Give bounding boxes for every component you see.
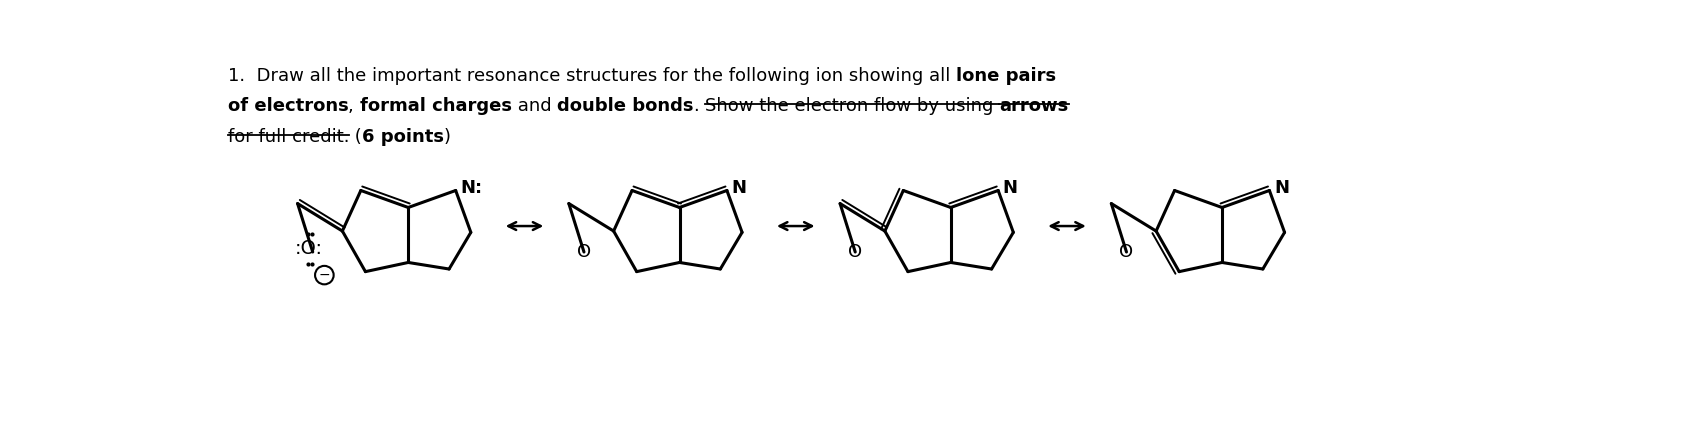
Text: O: O	[576, 243, 591, 261]
Text: :O:: :O:	[295, 239, 324, 258]
Text: arrows: arrows	[999, 98, 1068, 115]
Text: of electrons: of electrons	[227, 98, 349, 115]
Text: .: .	[694, 98, 706, 115]
Text: 6 points: 6 points	[362, 128, 443, 146]
Text: ,: ,	[349, 98, 361, 115]
Text: O: O	[848, 243, 863, 261]
Text: (: (	[349, 128, 362, 146]
Text: for full credit.: for full credit.	[227, 128, 349, 146]
Text: ): )	[443, 128, 452, 146]
Text: Show the electron flow by using: Show the electron flow by using	[706, 98, 999, 115]
Text: O: O	[1119, 243, 1134, 261]
Text: N: N	[1003, 179, 1018, 197]
Text: and: and	[512, 98, 558, 115]
Text: N:: N:	[460, 179, 482, 197]
Text: N: N	[1274, 179, 1289, 197]
Text: double bonds: double bonds	[558, 98, 694, 115]
Text: lone pairs: lone pairs	[955, 66, 1056, 84]
Text: formal charges: formal charges	[361, 98, 512, 115]
Text: −: −	[318, 268, 330, 282]
Text: N: N	[731, 179, 746, 197]
Text: 1.  Draw all the important resonance structures for the following ion showing al: 1. Draw all the important resonance stru…	[227, 66, 955, 84]
